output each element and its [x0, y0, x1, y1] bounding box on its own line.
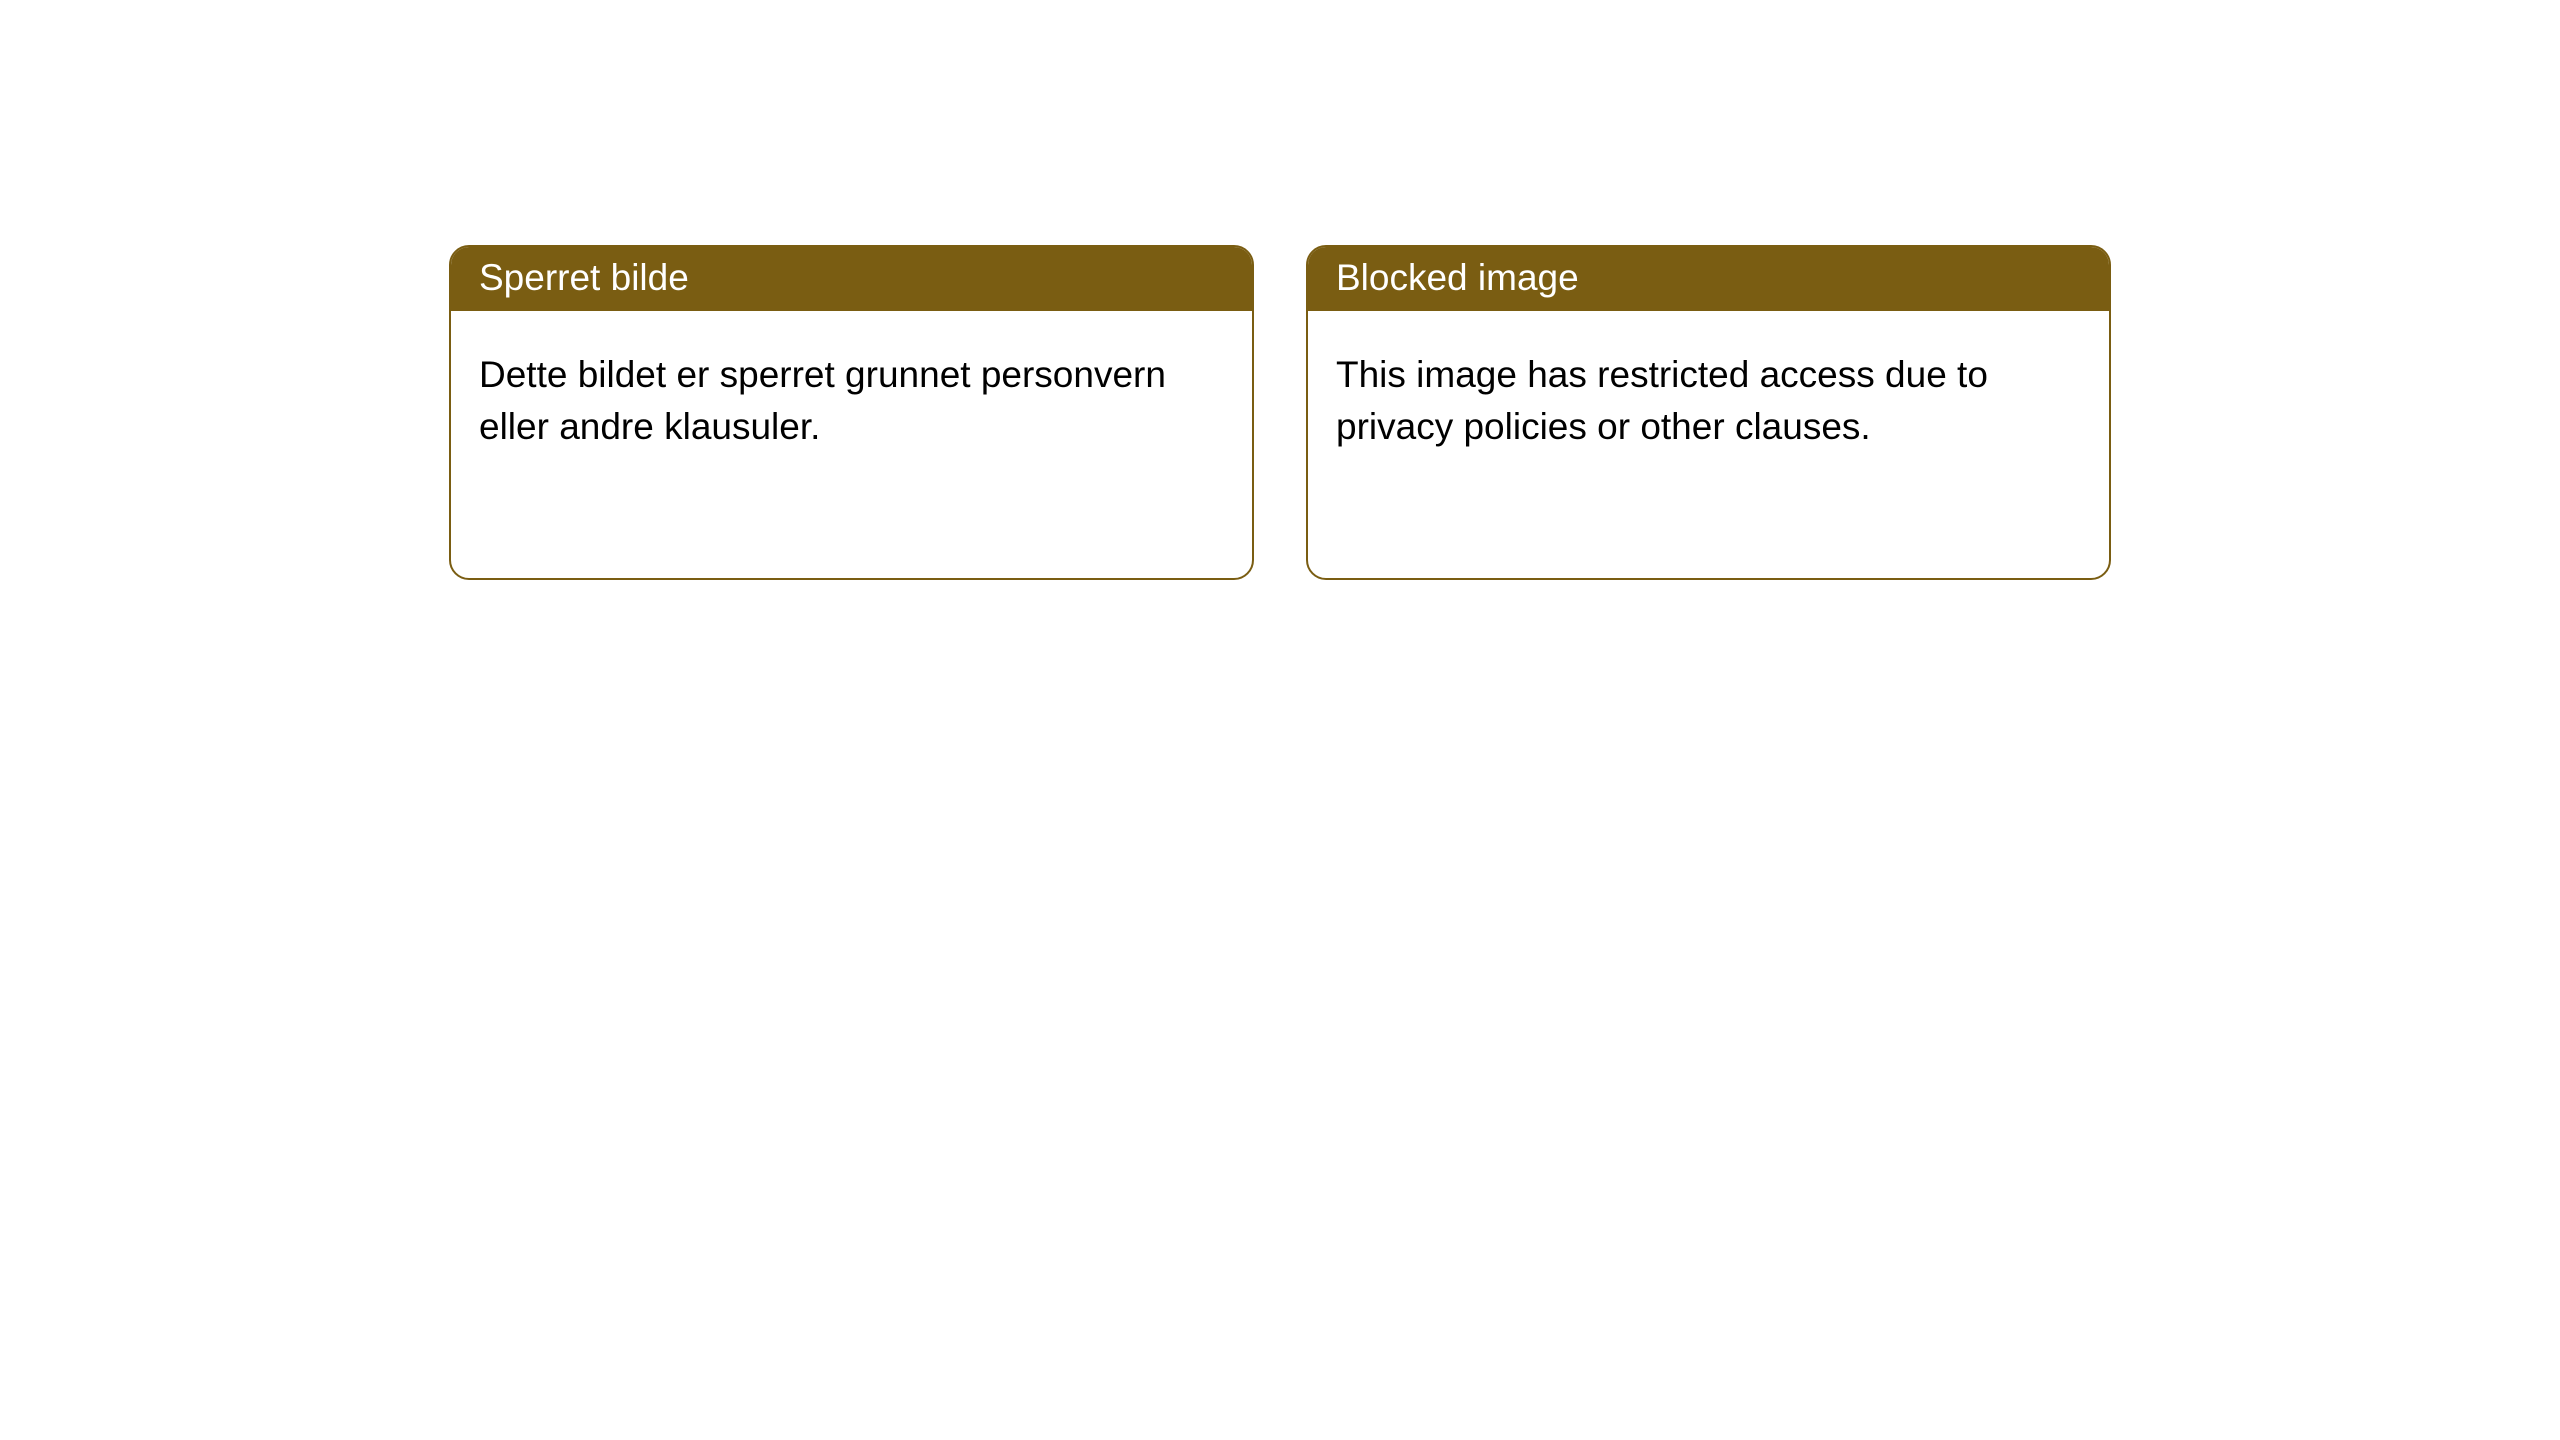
notice-cards-container: Sperret bilde Dette bildet er sperret gr…: [0, 0, 2560, 580]
card-title: Sperret bilde: [479, 257, 689, 298]
card-body-text: Dette bildet er sperret grunnet personve…: [479, 354, 1166, 447]
card-body-text: This image has restricted access due to …: [1336, 354, 1988, 447]
card-header: Blocked image: [1308, 247, 2109, 311]
card-body: This image has restricted access due to …: [1308, 311, 2109, 491]
card-title: Blocked image: [1336, 257, 1579, 298]
notice-card-norwegian: Sperret bilde Dette bildet er sperret gr…: [449, 245, 1254, 580]
card-body: Dette bildet er sperret grunnet personve…: [451, 311, 1252, 491]
card-header: Sperret bilde: [451, 247, 1252, 311]
notice-card-english: Blocked image This image has restricted …: [1306, 245, 2111, 580]
